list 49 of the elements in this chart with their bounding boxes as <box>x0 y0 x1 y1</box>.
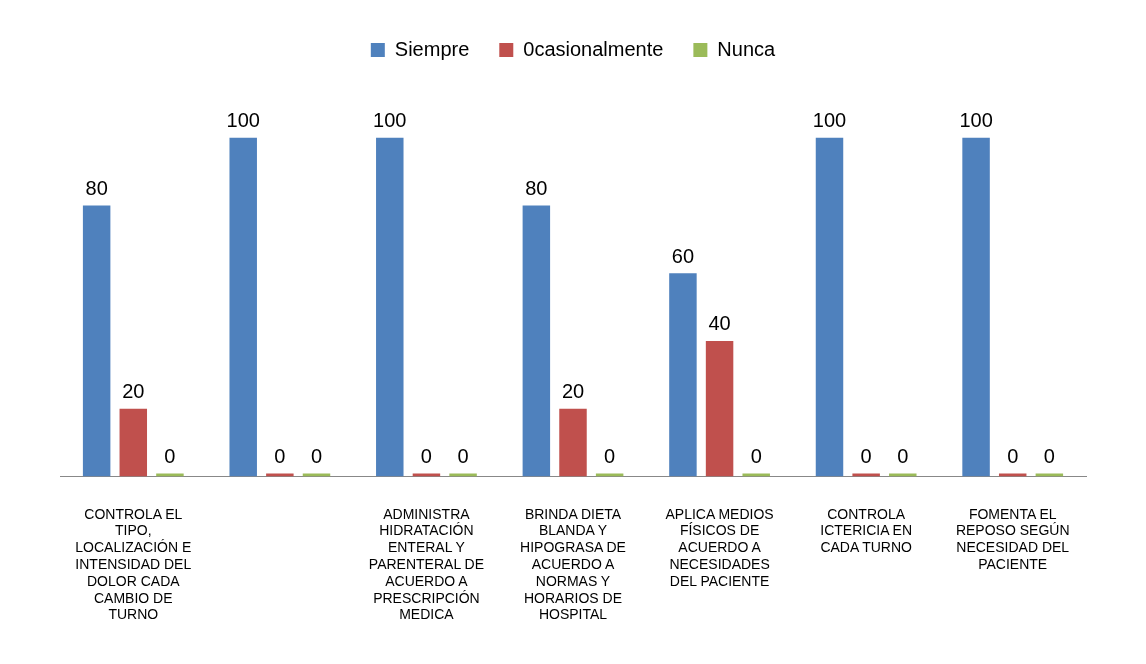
bar <box>998 473 1027 477</box>
bar <box>412 473 441 477</box>
data-label: 100 <box>812 109 847 132</box>
x-tick-label: CONTROLA EL TIPO, LOCALIZACIÓN E INTENSIDAD DEL DOLOR CADA CAMBIO DE TURNO <box>75 505 192 623</box>
data-label: 100 <box>226 109 260 132</box>
bar <box>449 473 477 477</box>
data-label: 0 <box>897 444 909 467</box>
data-label: 0 <box>1007 444 1019 467</box>
x-tick-label: FOMENTA EL REPOSO SEGÚN NECESIDAD DEL PACIENTE <box>955 505 1070 573</box>
x-tick-label: ADMINISTRA HIDRATACIÓN ENTERAL Y PARENTERAL DE ACUERDO A PRESCRIPCIÓN MEDICA <box>368 505 484 623</box>
legend-label: 0casionalmente <box>523 37 664 60</box>
data-label: 0 <box>860 444 872 467</box>
data-label: 80 <box>525 176 548 199</box>
data-label: 100 <box>373 109 407 132</box>
data-label: 0 <box>1043 444 1055 467</box>
legend-label: Siempre <box>394 37 470 60</box>
data-label: 20 <box>561 380 585 403</box>
bar <box>82 205 111 477</box>
bar <box>522 205 551 477</box>
bar <box>595 473 624 477</box>
legend-label: Nunca <box>717 37 777 60</box>
bar <box>376 137 404 477</box>
bar <box>962 137 990 477</box>
data-label: 0 <box>164 444 176 467</box>
data-label: 40 <box>708 312 731 335</box>
bar <box>889 473 917 477</box>
data-label: 0 <box>457 444 469 467</box>
bar <box>1035 473 1064 477</box>
bar <box>156 473 184 477</box>
x-tick-label: BRINDA DIETA BLANDA Y HIPOGRASA DE ACUERDO A NORMAS Y HORARIOS DE HOSPITAL <box>520 505 626 623</box>
bar <box>742 473 770 477</box>
data-label: 0 <box>274 444 286 467</box>
bar <box>302 473 331 477</box>
bar <box>852 473 880 477</box>
data-label: 0 <box>310 444 323 467</box>
x-tick-label: APLICA MEDIOS FÍSICOS DE ACUERDO A NECESIDADES DEL PACIENTE <box>665 505 774 589</box>
data-label: 0 <box>420 444 432 467</box>
data-label: 60 <box>671 244 695 267</box>
bar <box>266 473 294 477</box>
data-label: 0 <box>604 444 616 467</box>
bar <box>815 137 844 477</box>
data-label: 20 <box>122 380 145 403</box>
bar <box>669 273 697 477</box>
x-tick-label: CONTROLA ICTERICIA EN CADA TURNO <box>820 505 913 556</box>
bar <box>229 137 257 477</box>
data-label: 0 <box>750 444 762 467</box>
data-label: 100 <box>959 109 993 132</box>
bar <box>705 340 734 477</box>
data-label: 80 <box>85 176 108 199</box>
